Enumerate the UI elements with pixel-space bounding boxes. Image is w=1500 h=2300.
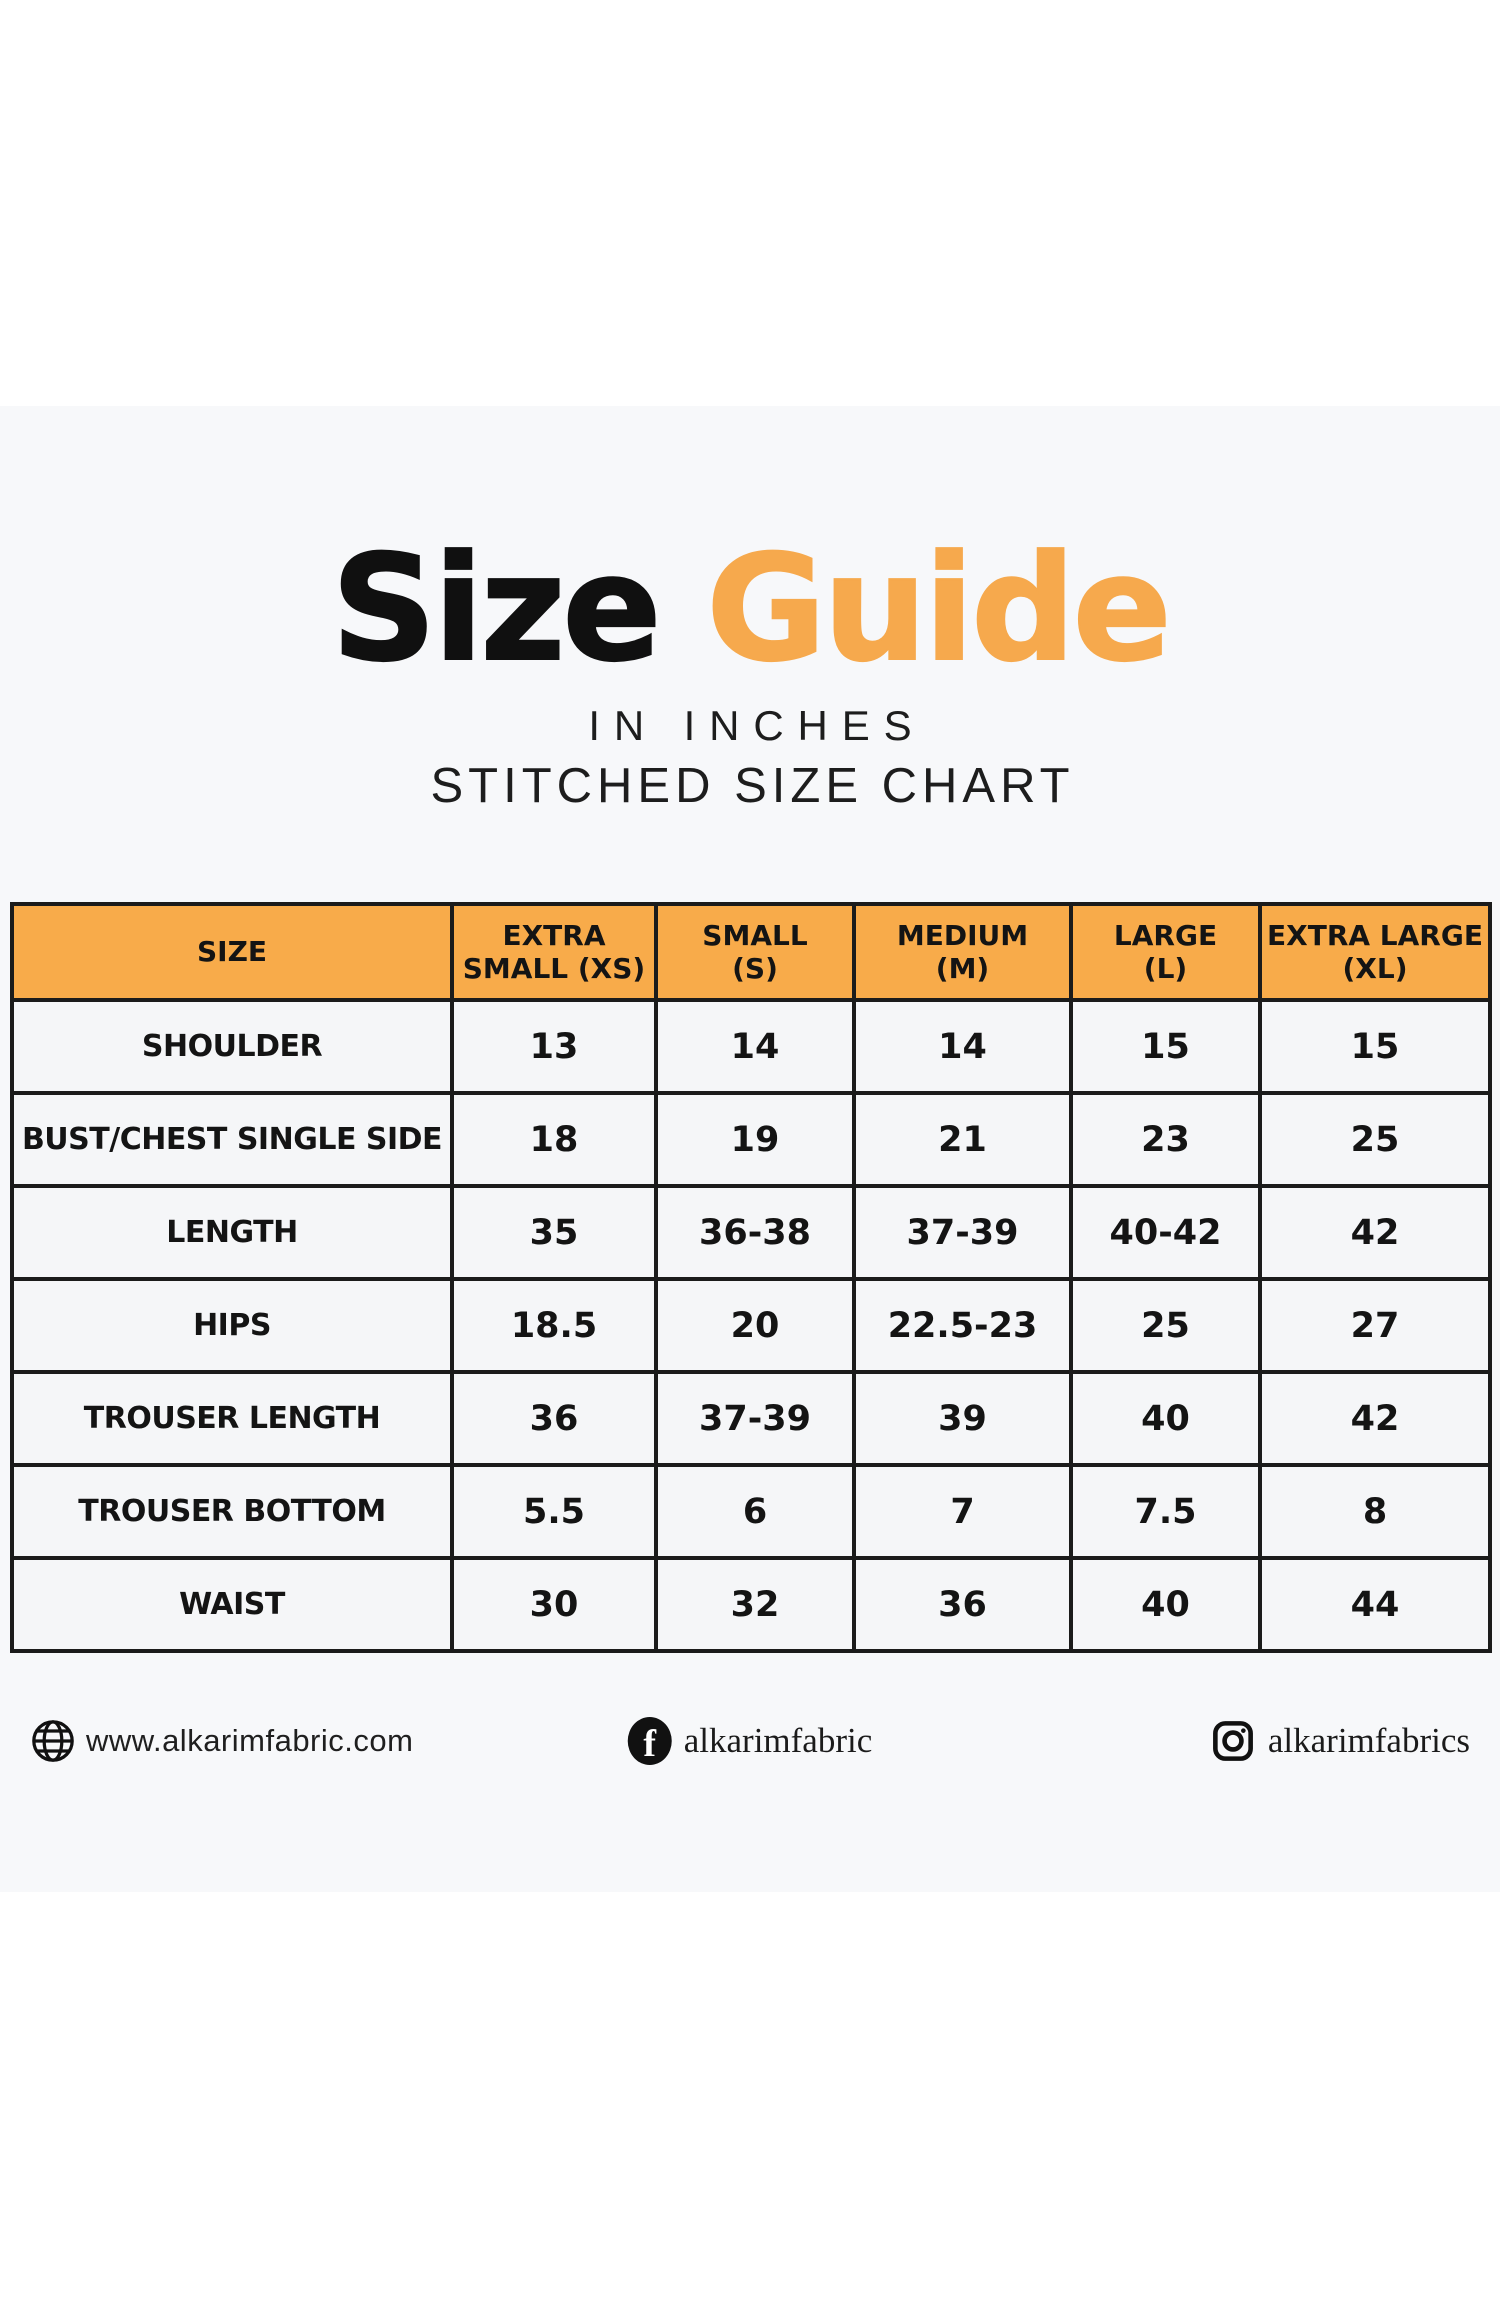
- size-value-cell: 18: [452, 1093, 656, 1186]
- row-label: TROUSER LENGTH: [12, 1372, 452, 1465]
- instagram-handle: alkarimfabrics: [1267, 1721, 1470, 1760]
- subtitle-stitched-size-chart: STITCHED SIZE CHART: [430, 759, 1075, 813]
- table-row-length: LENGTH 35 36-38 37-39 40-42 42: [12, 1186, 1490, 1279]
- subtitle-units: IN INCHES: [588, 702, 926, 749]
- column-header-label: EXTRA SMALL (XS): [462, 918, 646, 985]
- table-row-shoulder: SHOULDER 13 14 14 15 15: [12, 1000, 1490, 1093]
- size-value-cell: 23: [1071, 1093, 1260, 1186]
- size-value-cell: 21: [854, 1093, 1071, 1186]
- size-value-cell: 40: [1071, 1558, 1260, 1651]
- size-value-cell: 8: [1260, 1465, 1490, 1558]
- size-value-cell: 27: [1260, 1279, 1490, 1372]
- column-header-label: SIZE: [196, 935, 267, 969]
- row-label: WAIST: [12, 1558, 452, 1651]
- website-url: www.alkarimfabric.com: [86, 1723, 414, 1758]
- row-label: SHOULDER: [12, 1000, 452, 1093]
- size-value-cell: 42: [1260, 1186, 1490, 1279]
- size-value-cell: 14: [656, 1000, 854, 1093]
- size-value-cell: 36: [854, 1558, 1071, 1651]
- size-value-cell: 44: [1260, 1558, 1490, 1651]
- globe-icon: [30, 1718, 76, 1764]
- website-item: www.alkarimfabric.com: [30, 1712, 413, 1770]
- size-value-cell: 7.5: [1071, 1465, 1260, 1558]
- column-header-xl: EXTRA LARGE (XL): [1260, 904, 1490, 1000]
- table-row-trouser-length: TROUSER LENGTH 36 37-39 39 40 42: [12, 1372, 1490, 1465]
- table-row-hips: HIPS 18.5 20 22.5-23 25 27: [12, 1279, 1490, 1372]
- column-header-xs: EXTRA SMALL (XS): [452, 904, 656, 1000]
- size-value-cell: 25: [1071, 1279, 1260, 1372]
- size-value-cell: 15: [1260, 1000, 1490, 1093]
- size-value-cell: 5.5: [452, 1465, 656, 1558]
- page-title: Size Guide: [0, 535, 1500, 683]
- size-value-cell: 40-42: [1071, 1186, 1260, 1279]
- size-value-cell: 32: [656, 1558, 854, 1651]
- table-row-bust-chest: BUST/CHEST SINGLE SIDE 18 19 21 23 25: [12, 1093, 1490, 1186]
- row-label: HIPS: [12, 1279, 452, 1372]
- size-value-cell: 25: [1260, 1093, 1490, 1186]
- page-title-orange-part: Guide: [705, 524, 1172, 694]
- row-label: LENGTH: [12, 1186, 452, 1279]
- size-value-cell: 7: [854, 1465, 1071, 1558]
- size-value-cell: 37-39: [854, 1186, 1071, 1279]
- column-header-label: EXTRA LARGE (XL): [1267, 918, 1483, 985]
- page-title-black-part: Size: [330, 524, 662, 694]
- size-value-cell: 18.5: [452, 1279, 656, 1372]
- size-value-cell: 6: [656, 1465, 854, 1558]
- column-header-l: LARGE (L): [1071, 904, 1260, 1000]
- column-header-size: SIZE: [12, 904, 452, 1000]
- column-header-s: SMALL (S): [656, 904, 854, 1000]
- facebook-item: f alkarimfabric: [627, 1712, 873, 1770]
- size-value-cell: 39: [854, 1372, 1071, 1465]
- size-value-cell: 15: [1071, 1000, 1260, 1093]
- facebook-handle: alkarimfabric: [683, 1721, 873, 1760]
- size-value-cell: 20: [656, 1279, 854, 1372]
- facebook-icon: f: [627, 1717, 672, 1765]
- size-chart-table: SIZE EXTRA SMALL (XS) SMALL (S) MEDIUM (…: [10, 902, 1492, 1653]
- size-value-cell: 36: [452, 1372, 656, 1465]
- instagram-icon: [1210, 1718, 1256, 1764]
- table-row-trouser-bottom: TROUSER BOTTOM 5.5 6 7 7.5 8: [12, 1465, 1490, 1558]
- size-value-cell: 36-38: [656, 1186, 854, 1279]
- size-value-cell: 22.5-23: [854, 1279, 1071, 1372]
- size-value-cell: 40: [1071, 1372, 1260, 1465]
- column-header-m: MEDIUM (M): [854, 904, 1071, 1000]
- column-header-label: MEDIUM (M): [896, 918, 1029, 985]
- column-header-label: LARGE (L): [1113, 918, 1218, 985]
- size-value-cell: 14: [854, 1000, 1071, 1093]
- table-row-waist: WAIST 30 32 36 40 44: [12, 1558, 1490, 1651]
- size-value-cell: 42: [1260, 1372, 1490, 1465]
- row-label: TROUSER BOTTOM: [12, 1465, 452, 1558]
- size-value-cell: 19: [656, 1093, 854, 1186]
- size-value-cell: 37-39: [656, 1372, 854, 1465]
- instagram-item: alkarimfabrics: [1210, 1712, 1470, 1770]
- table-header-row: SIZE EXTRA SMALL (XS) SMALL (S) MEDIUM (…: [12, 904, 1490, 1000]
- size-value-cell: 35: [452, 1186, 656, 1279]
- size-value-cell: 30: [452, 1558, 656, 1651]
- size-value-cell: 13: [452, 1000, 656, 1093]
- column-header-label: SMALL (S): [702, 918, 808, 985]
- row-label: BUST/CHEST SINGLE SIDE: [12, 1093, 452, 1186]
